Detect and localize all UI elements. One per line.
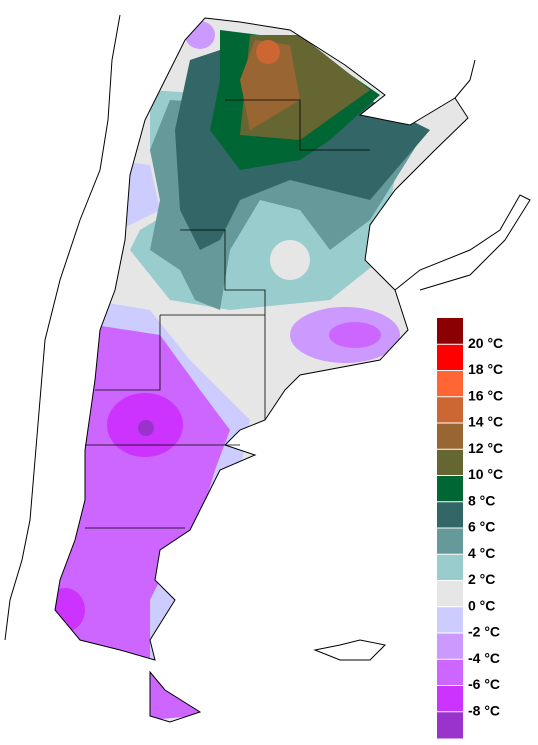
legend-swatch: [437, 423, 463, 450]
legend-swatch: [437, 659, 463, 686]
legend-swatch: [437, 580, 463, 608]
neighbor-borders: [4, 14, 531, 661]
province-borders: [85, 99, 370, 529]
legend-swatch: [437, 554, 463, 581]
legend-swatch: [437, 449, 463, 476]
legend-label: 20 °C: [468, 335, 503, 351]
border: [95, 315, 161, 391]
field-minus6: [55, 325, 230, 720]
legend-swatch: [437, 475, 463, 503]
legend-swatch: [437, 501, 463, 529]
legend-swatch: [437, 711, 463, 739]
legend-swatch: [437, 318, 463, 345]
legend-label: 16 °C: [468, 387, 503, 403]
country-outline: [54, 17, 469, 723]
legend-swatch: [437, 370, 463, 398]
legend-label: -4 °C: [468, 650, 500, 666]
legend-label: 12 °C: [468, 440, 503, 456]
legend-label: 10 °C: [468, 466, 503, 482]
legend-label: -6 °C: [468, 676, 500, 692]
field-min: [138, 420, 154, 436]
legend-label: 0 °C: [468, 597, 495, 613]
malvinas: [313, 639, 387, 661]
legend-label: 18 °C: [468, 361, 503, 377]
uruguay-coast: [394, 194, 531, 291]
legend-swatch: [437, 685, 463, 713]
border: [225, 99, 370, 151]
legend-label: 4 °C: [468, 545, 495, 561]
legend-swatch: [437, 396, 463, 424]
legend-label: 14 °C: [468, 414, 503, 430]
field-minus8-south: [55, 588, 85, 632]
brazil-border: [454, 59, 476, 99]
legend-label: 2 °C: [468, 571, 495, 587]
legend-swatch: [437, 606, 463, 634]
legend-swatch: [437, 633, 463, 660]
legend-swatch: [437, 528, 463, 555]
field-14: [256, 40, 280, 64]
legend-label: -8 °C: [468, 702, 500, 718]
legend-label: 6 °C: [468, 519, 495, 535]
legend-label: 8 °C: [468, 492, 495, 508]
legend: 20 °C 18 °C 16 °C 14 °C 12 °C 10 °C 8 °C 6 °C 4 …: [437, 318, 503, 739]
field-12: [240, 40, 300, 130]
legend-label: -2 °C: [468, 624, 500, 640]
legend-swatch: [437, 344, 463, 371]
chile-coast: [4, 14, 121, 641]
border: [180, 229, 266, 420]
field-minus6-east: [329, 322, 381, 348]
field-0-island: [270, 240, 310, 280]
